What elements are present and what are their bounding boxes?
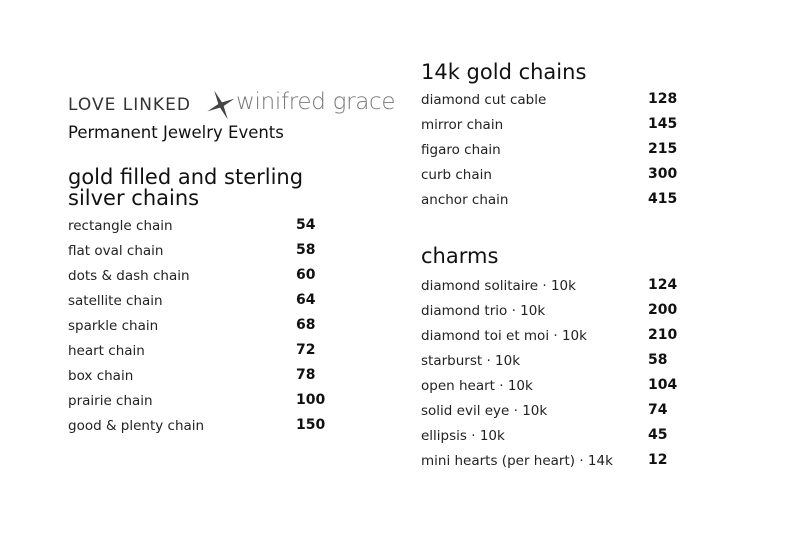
- item-name: mini hearts (per heart) · 14k: [421, 453, 613, 469]
- item-price: 100: [296, 392, 326, 408]
- item-price: 145: [648, 116, 678, 132]
- item-name: prairie chain: [68, 393, 153, 409]
- subtitle: Permanent Jewelry Events: [68, 123, 284, 142]
- item-name: diamond toi et moi · 10k: [421, 328, 587, 344]
- item-name: diamond trio · 10k: [421, 303, 546, 319]
- partner: winifred grace: [236, 89, 396, 115]
- item-name: rectangle chain: [68, 218, 173, 234]
- item-price: 200: [648, 302, 678, 318]
- item-price: 104: [648, 377, 678, 393]
- item-name: figaro chain: [421, 142, 501, 158]
- item-name: heart chain: [68, 343, 145, 359]
- item-name: curb chain: [421, 167, 492, 183]
- item-name: starburst · 10k: [421, 353, 521, 369]
- item-price: 45: [648, 427, 668, 443]
- item-price: 64: [296, 292, 316, 308]
- item-price: 54: [296, 217, 316, 233]
- star-logo: [207, 90, 235, 120]
- item-name: mirror chain: [421, 117, 504, 133]
- item-name: satellite chain: [68, 293, 163, 309]
- item-name: diamond solitaire · 10k: [421, 278, 576, 294]
- item-price: 68: [296, 317, 316, 333]
- item-price: 150: [296, 417, 326, 433]
- item-name: ellipsis · 10k: [421, 428, 505, 444]
- item-name: diamond cut cable: [421, 92, 547, 108]
- item-name: box chain: [68, 368, 134, 384]
- item-price: 58: [296, 242, 316, 258]
- item-name: good & plenty chain: [68, 418, 205, 434]
- item-price: 300: [648, 166, 678, 182]
- section-heading: gold filled and sterling silver chains: [68, 165, 304, 210]
- item-price: 210: [648, 327, 678, 343]
- item-name: dots & dash chain: [68, 268, 190, 284]
- item-name: sparkle chain: [68, 318, 159, 334]
- item-name: anchor chain: [421, 192, 509, 208]
- item-price: 58: [648, 352, 668, 368]
- item-name: flat oval chain: [68, 243, 164, 259]
- brand: LOVE LINKED: [68, 95, 191, 115]
- item-price: 78: [296, 367, 316, 383]
- item-price: 74: [648, 402, 668, 418]
- item-price: 12: [648, 452, 668, 468]
- item-price: 60: [296, 267, 316, 283]
- section-heading: 14k gold chains: [421, 60, 587, 84]
- item-price: 415: [648, 191, 678, 207]
- item-price: 124: [648, 277, 678, 293]
- item-price: 215: [648, 141, 678, 157]
- item-name: solid evil eye · 10k: [421, 403, 548, 419]
- section-heading: charms: [421, 244, 499, 268]
- item-price: 72: [296, 342, 316, 358]
- item-name: open heart · 10k: [421, 378, 533, 394]
- item-price: 128: [648, 91, 678, 107]
